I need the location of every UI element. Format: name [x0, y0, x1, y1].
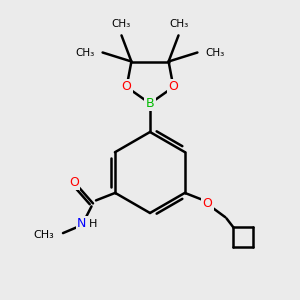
- Text: B: B: [146, 97, 154, 110]
- Text: O: O: [122, 80, 131, 94]
- Text: O: O: [169, 80, 178, 94]
- Text: CH₃: CH₃: [33, 230, 54, 241]
- Text: CH₃: CH₃: [112, 19, 131, 29]
- Text: CH₃: CH₃: [206, 47, 225, 58]
- Text: N: N: [77, 217, 86, 230]
- Text: O: O: [69, 176, 79, 189]
- Text: O: O: [203, 197, 212, 210]
- Text: CH₃: CH₃: [75, 47, 94, 58]
- Text: H: H: [89, 219, 97, 230]
- Text: CH₃: CH₃: [169, 19, 188, 29]
